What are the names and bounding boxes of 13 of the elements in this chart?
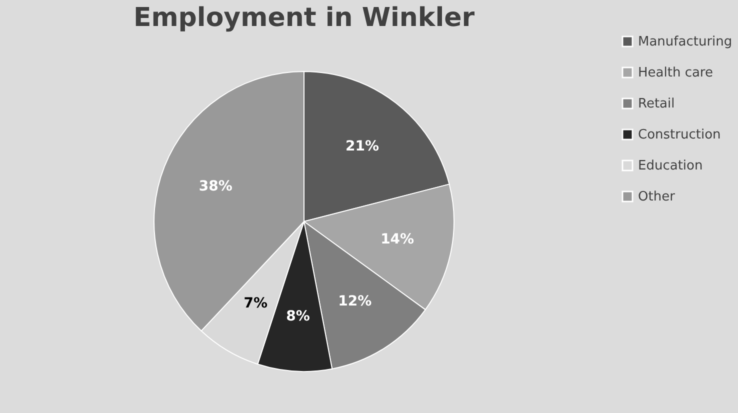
data-label: 8%: [286, 308, 310, 324]
data-label: 38%: [198, 178, 232, 195]
legend-label: Retail: [638, 96, 675, 112]
chart-title: Employment in Winkler: [133, 3, 475, 33]
data-label: 12%: [338, 294, 372, 310]
legend-label: Other: [638, 190, 676, 204]
data-label: 21%: [345, 138, 379, 154]
legend-label: Manufacturing: [638, 34, 732, 50]
data-label: 14%: [380, 231, 414, 248]
legend-label: Education: [638, 158, 703, 174]
legend-label: Health care: [638, 66, 713, 80]
legend-label: Construction: [638, 128, 721, 142]
data-label: 7%: [244, 295, 268, 312]
